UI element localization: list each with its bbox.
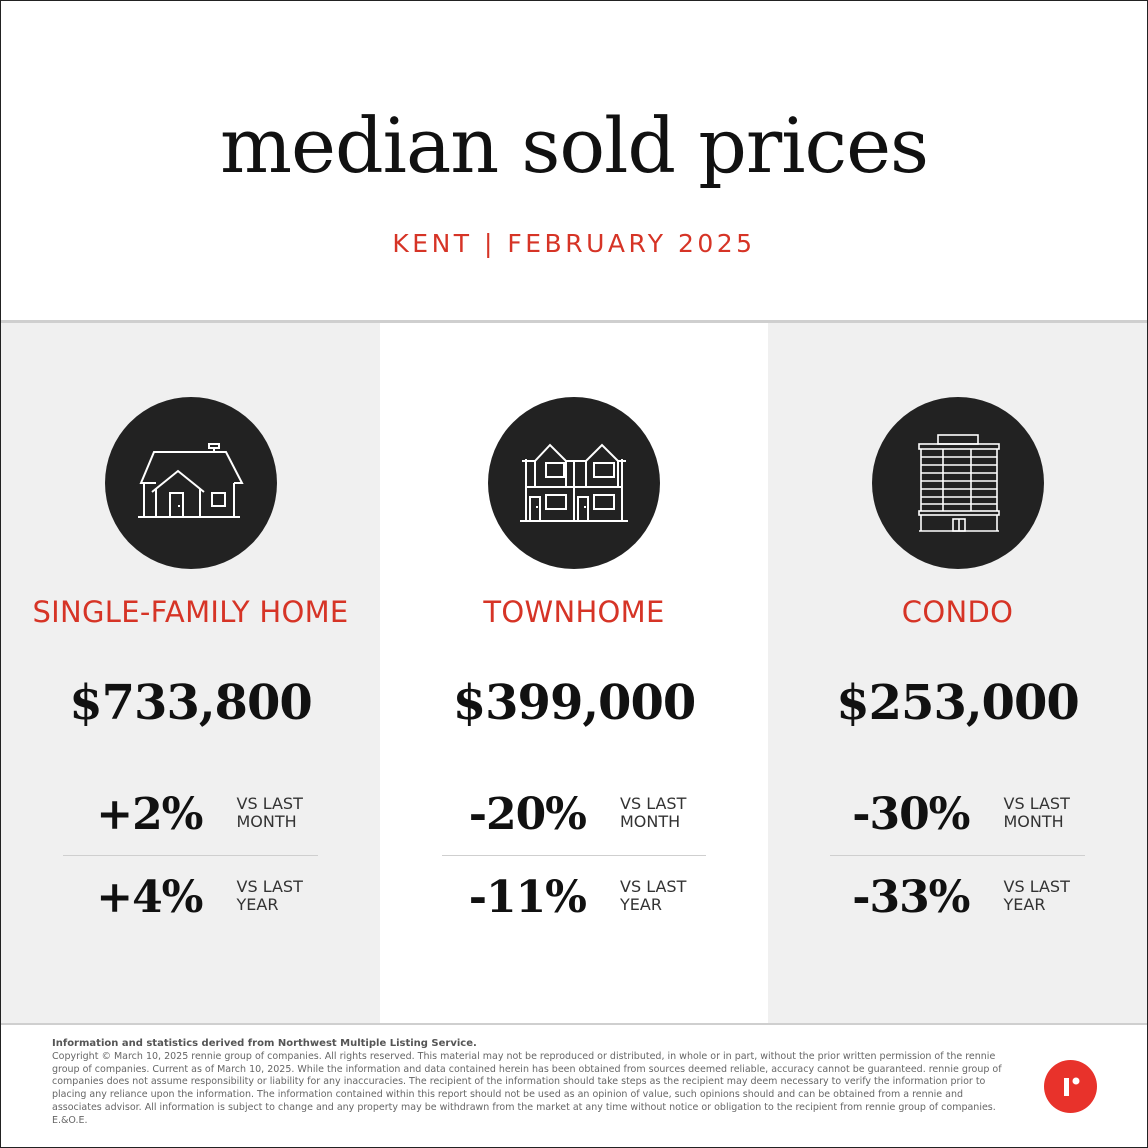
property-type: TOWNHOME <box>483 595 665 629</box>
label-line: VS LAST <box>620 794 687 813</box>
footer-source: Information and statistics derived from … <box>52 1038 477 1049</box>
label-line: VS LAST <box>620 877 687 896</box>
footer-divider <box>1 1023 1147 1025</box>
year-change-row: +4% VS LAST YEAR <box>1 872 380 932</box>
month-change-row: +2% VS LAST MONTH <box>1 789 380 849</box>
month-change-value: -30% <box>852 789 970 840</box>
property-type: CONDO <box>901 595 1014 629</box>
label-line: MONTH <box>236 812 297 831</box>
month-change-label: VS LAST MONTH <box>620 795 730 831</box>
footer-disclaimer: Information and statistics derived from … <box>52 1038 1012 1128</box>
month-change-value: +2% <box>96 789 203 840</box>
year-change-row: -33% VS LAST YEAR <box>768 872 1147 932</box>
rennie-logo-icon <box>1044 1060 1097 1113</box>
stat-divider <box>63 855 318 856</box>
panel-single-family: SINGLE-FAMILY HOME $733,800 +2% VS LAST … <box>1 323 380 1023</box>
panel-condo: CONDO $253,000 -30% VS LAST MONTH -33% V… <box>768 323 1147 1023</box>
month-change-label: VS LAST MONTH <box>237 795 347 831</box>
median-price: $733,800 <box>69 675 313 731</box>
panel-townhome: TOWNHOME $399,000 -20% VS LAST MONTH -11… <box>380 323 768 1023</box>
year-change-value: -11% <box>468 872 587 923</box>
label-line: VS LAST <box>236 794 303 813</box>
year-change-label: VS LAST YEAR <box>237 878 347 914</box>
label-line: YEAR <box>1003 895 1046 914</box>
footer-copyright: Copyright © March 10, 2025 rennie group … <box>52 1050 1002 1126</box>
house-icon <box>104 397 277 569</box>
median-price: $253,000 <box>836 675 1080 731</box>
month-change-row: -30% VS LAST MONTH <box>768 789 1147 849</box>
stat-divider <box>830 855 1085 856</box>
month-change-value: -20% <box>468 789 587 840</box>
year-change-row: -11% VS LAST YEAR <box>380 872 768 932</box>
year-change-label: VS LAST YEAR <box>620 878 730 914</box>
page-subtitle: KENT | FEBRUARY 2025 <box>392 229 756 258</box>
median-price: $399,000 <box>452 675 697 731</box>
page-title: median sold prices <box>219 101 929 190</box>
label-line: MONTH <box>1003 812 1064 831</box>
label-line: YEAR <box>236 895 279 914</box>
condo-icon <box>871 397 1044 569</box>
label-line: VS LAST <box>1003 794 1070 813</box>
month-change-label: VS LAST MONTH <box>1004 795 1114 831</box>
year-change-label: VS LAST YEAR <box>1004 878 1114 914</box>
label-line: VS LAST <box>1003 877 1070 896</box>
stat-divider <box>442 855 706 856</box>
property-type: SINGLE-FAMILY HOME <box>32 595 349 629</box>
label-line: YEAR <box>620 895 662 914</box>
header-divider <box>1 320 1147 323</box>
header: median sold prices KENT | FEBRUARY 2025 <box>1 1 1147 320</box>
year-change-value: -33% <box>852 872 970 923</box>
month-change-row: -20% VS LAST MONTH <box>380 789 768 849</box>
year-change-value: +4% <box>96 872 203 923</box>
townhome-icon <box>488 397 660 569</box>
label-line: MONTH <box>620 812 681 831</box>
label-line: VS LAST <box>236 877 303 896</box>
